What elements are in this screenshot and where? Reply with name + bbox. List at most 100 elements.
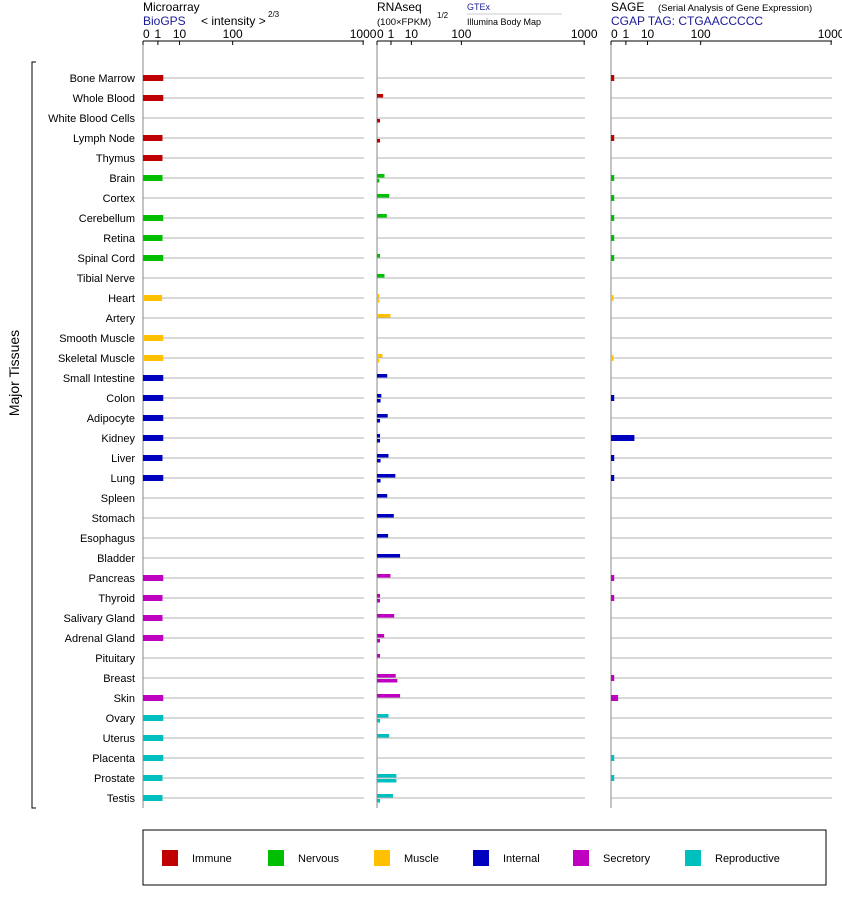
gtex-bar — [377, 534, 389, 538]
gtex-bar — [377, 374, 388, 378]
tissue-label: Esophagus — [80, 533, 136, 545]
sage-bar — [611, 215, 615, 221]
gtex-bar — [377, 454, 389, 458]
microarray-tick-label: 10 — [173, 27, 187, 41]
rnaseq-tick-label: 1000 — [571, 27, 598, 41]
tissue-label: Breast — [103, 673, 135, 685]
gtex-bar — [377, 194, 390, 198]
intensity-exponent: 2/3 — [268, 10, 280, 19]
legend-swatch-reproductive — [685, 850, 701, 866]
gtex-bar — [377, 214, 387, 218]
intensity-label: < intensity > — [201, 14, 266, 28]
legend-swatch-muscle — [374, 850, 390, 866]
gtex-bar — [377, 654, 381, 658]
ibm-bar — [377, 359, 380, 363]
sage-subtitle: (Serial Analysis of Gene Expression) — [658, 3, 812, 14]
sage-bar — [611, 475, 615, 481]
microarray-bar — [143, 395, 164, 401]
gtex-bar — [377, 674, 396, 678]
biogps-label[interactable]: BioGPS — [143, 14, 186, 28]
microarray-bar — [143, 575, 164, 581]
tissue-label: Thymus — [96, 153, 136, 165]
tissue-label: Stomach — [92, 513, 135, 525]
sage-bar — [611, 435, 635, 441]
gtex-bar — [377, 354, 383, 358]
gtex-bar — [377, 774, 397, 778]
illumina-label[interactable]: Illumina Body Map — [467, 17, 541, 27]
microarray-bar — [143, 135, 163, 141]
sage-bar — [611, 255, 615, 261]
gtex-bar — [377, 634, 385, 638]
ibm-bar — [377, 419, 381, 423]
sage-bar — [611, 695, 619, 701]
tissue-label: Artery — [106, 313, 136, 325]
tissue-labels: Bone Marrow Whole Blood White Blood Cells L… — [48, 73, 136, 805]
gtex-bar — [377, 594, 381, 598]
tissue-label: Uterus — [103, 733, 136, 745]
microarray-title: Microarray — [143, 0, 200, 14]
gtex-bar — [377, 734, 390, 738]
gtex-bar — [377, 414, 388, 418]
sage-bar — [611, 575, 615, 581]
microarray-bar — [143, 715, 164, 721]
tissue-label: Lymph Node — [73, 133, 135, 145]
tissue-label: Whole Blood — [73, 93, 135, 105]
sage-bar — [611, 775, 615, 781]
tissue-label: Tibial Nerve — [77, 273, 135, 285]
cgap-tag-label[interactable]: CGAP TAG: CTGAACCCCC — [611, 14, 763, 28]
gtex-bar — [377, 174, 385, 178]
microarray-header: Microarray BioGPS < intensity > 2/3 — [143, 0, 280, 28]
microarray-bar — [143, 475, 164, 481]
microarray-bar — [143, 635, 164, 641]
tissue-label: Testis — [107, 793, 136, 805]
gtex-bar — [377, 314, 391, 318]
tissue-label: Pituitary — [95, 653, 135, 665]
microarray-bar — [143, 215, 164, 221]
microarray-bar — [143, 355, 164, 361]
microarray-bar — [143, 695, 164, 701]
ibm-bar — [377, 399, 381, 403]
sage-tick-label: 100 — [691, 27, 711, 41]
gtex-bar — [377, 94, 384, 98]
major-tissues-label: Major Tissues — [6, 330, 22, 416]
microarray-tick-label: 0 — [143, 27, 150, 41]
sage-bar — [611, 595, 615, 601]
tissue-label: Smooth Muscle — [59, 333, 135, 345]
gtex-bar — [377, 294, 380, 298]
tissue-label: Prostate — [94, 773, 135, 785]
legend-label-nervous: Nervous — [298, 853, 339, 865]
ibm-bar — [377, 179, 380, 183]
microarray-bar — [143, 775, 163, 781]
sage-bar — [611, 235, 615, 241]
microarray-bar — [143, 375, 164, 381]
microarray-bar — [143, 255, 164, 261]
microarray-bar — [143, 335, 164, 341]
fpkm-exponent: 1/2 — [437, 11, 449, 20]
sage-bar — [611, 675, 615, 681]
bars-layer — [143, 75, 635, 803]
sage-header: SAGE (Serial Analysis of Gene Expression… — [611, 0, 812, 28]
tissue-label: White Blood Cells — [48, 113, 135, 125]
microarray-tick-label: 1000 — [350, 27, 377, 41]
tissue-label: Small Intestine — [63, 373, 135, 385]
tissue-label: Salivary Gland — [63, 613, 135, 625]
fpkm-label: (100×FPKM) — [377, 17, 431, 28]
sage-bar — [611, 295, 614, 301]
axes-layer: 0 1 10 100 1000 0 1 10 100 1000 0 1 10 100 1000 — [142, 27, 842, 808]
tissue-label: Adrenal Gland — [65, 633, 135, 645]
sage-tick-label: 10 — [641, 27, 655, 41]
tissue-label: Bone Marrow — [70, 73, 135, 85]
legend-swatch-secretory — [573, 850, 589, 866]
tissue-label: Pancreas — [89, 573, 136, 585]
tissue-label: Liver — [111, 453, 135, 465]
sage-bar — [611, 355, 614, 361]
gtex-bar — [377, 694, 401, 698]
microarray-bar — [143, 455, 163, 461]
sage-bar — [611, 175, 615, 181]
microarray-bar — [143, 235, 163, 241]
gtex-bar — [377, 434, 381, 438]
legend-swatch-nervous — [268, 850, 284, 866]
tissue-label: Adipocyte — [87, 413, 135, 425]
gtex-label[interactable]: GTEx — [467, 2, 491, 12]
